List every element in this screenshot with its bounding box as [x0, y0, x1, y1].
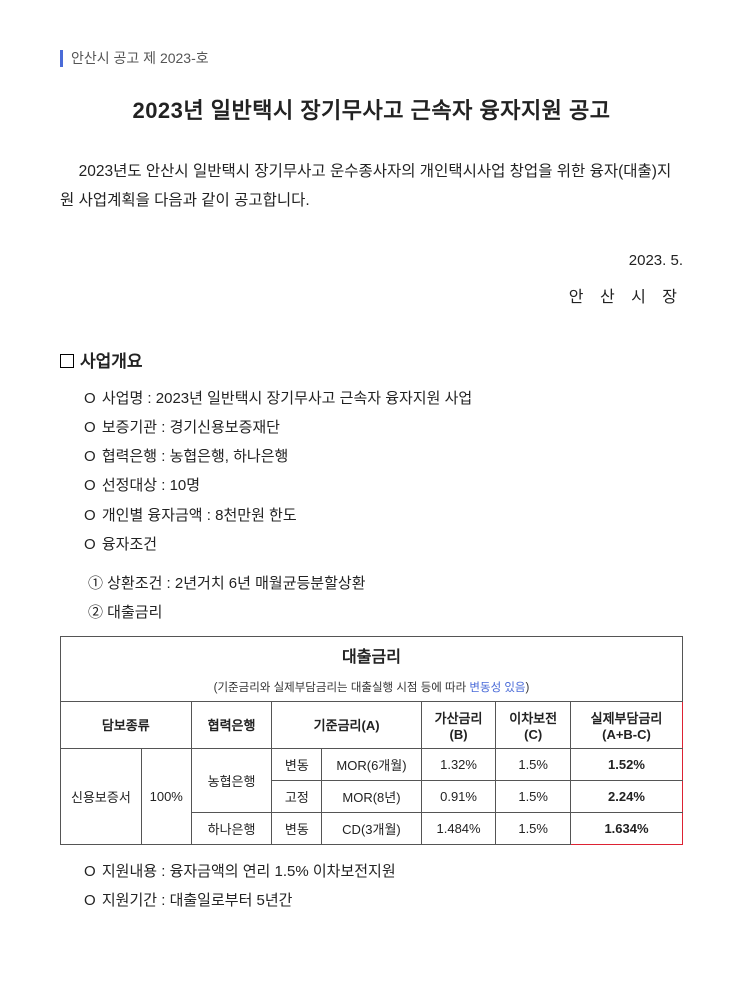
col-add-rate: 가산금리 (B)	[421, 701, 496, 748]
cell-real: 2.24%	[570, 780, 682, 812]
cell-add: 1.32%	[421, 748, 496, 780]
list-item: 지원내용 : 융자금액의 연리 1.5% 이차보전지원	[84, 857, 683, 886]
cell-base: MOR(6개월)	[322, 748, 422, 780]
list-item: 협력은행 : 농협은행, 하나은행	[84, 442, 683, 471]
list-item: 선정대상 : 10명	[84, 471, 683, 500]
cell-base: MOR(8년)	[322, 780, 422, 812]
col-support: 이차보전 (C)	[496, 701, 571, 748]
cell-sup: 1.5%	[496, 812, 571, 844]
list-item: ② 대출금리	[88, 598, 683, 627]
cell-base: CD(3개월)	[322, 812, 422, 844]
cell-collateral-type: 신용보증서	[61, 748, 142, 844]
signature-date: 2023. 5.	[60, 252, 683, 269]
cell-sup: 1.5%	[496, 780, 571, 812]
overview-list-2: 지원내용 : 융자금액의 연리 1.5% 이차보전지원 지원기간 : 대출일로부…	[60, 857, 683, 916]
cell-real: 1.634%	[570, 812, 682, 844]
col-real-rate: 실제부담금리 (A+B-C)	[570, 701, 682, 748]
list-item: 지원기간 : 대출일로부터 5년간	[84, 886, 683, 915]
sub-list: ① 상환조건 : 2년거치 6년 매월균등분할상환 ② 대출금리	[60, 569, 683, 628]
col-base-rate: 기준금리(A)	[272, 701, 421, 748]
cell-kind: 고정	[272, 780, 322, 812]
cell-kind: 변동	[272, 748, 322, 780]
loan-rate-table: 대출금리 (기준금리와 실제부담금리는 대출실행 시점 등에 따라 변동성 있음…	[60, 636, 683, 845]
table-subtitle: (기준금리와 실제부담금리는 대출실행 시점 등에 따라 변동성 있음)	[61, 673, 683, 702]
cell-collateral-pct: 100%	[141, 748, 191, 844]
list-item: 보증기관 : 경기신용보증재단	[84, 413, 683, 442]
cell-real: 1.52%	[570, 748, 682, 780]
list-item: 사업명 : 2023년 일반택시 장기무사고 근속자 융자지원 사업	[84, 384, 683, 413]
checkbox-icon	[60, 354, 74, 368]
notice-number: 안산시 공고 제 2023-호	[60, 50, 683, 67]
col-collateral: 담보종류	[61, 701, 192, 748]
cell-add: 1.484%	[421, 812, 496, 844]
page-title: 2023년 일반택시 장기무사고 근속자 융자지원 공고	[60, 93, 683, 125]
col-bank: 협력은행	[191, 701, 272, 748]
cell-kind: 변동	[272, 812, 322, 844]
cell-add: 0.91%	[421, 780, 496, 812]
table-title: 대출금리	[61, 636, 683, 673]
document-page: 안산시 공고 제 2023-호 2023년 일반택시 장기무사고 근속자 융자지…	[0, 0, 743, 993]
section-heading-text: 사업개요	[80, 352, 143, 371]
overview-list: 사업명 : 2023년 일반택시 장기무사고 근속자 융자지원 사업 보증기관 …	[60, 384, 683, 560]
cell-bank-hana: 하나은행	[191, 812, 272, 844]
list-item: ① 상환조건 : 2년거치 6년 매월균등분할상환	[88, 569, 683, 598]
intro-paragraph: 2023년도 안산시 일반택시 장기무사고 운수종사자의 개인택시사업 창업을 …	[60, 157, 683, 216]
list-item: 개인별 융자금액 : 8천만원 한도	[84, 501, 683, 530]
signature-name: 안 산 시 장	[60, 283, 683, 307]
section-heading-overview: 사업개요	[60, 347, 683, 372]
cell-sup: 1.5%	[496, 748, 571, 780]
cell-bank-nh: 농협은행	[191, 748, 272, 812]
list-item: 융자조건	[84, 530, 683, 559]
